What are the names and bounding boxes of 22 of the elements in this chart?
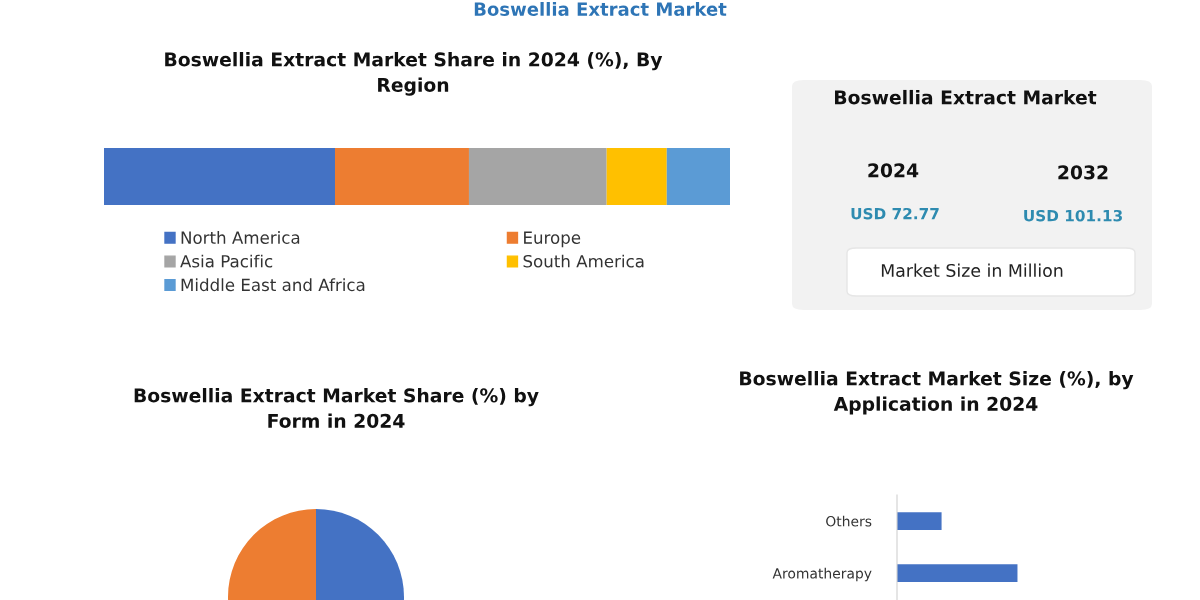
legend-label: Europe <box>524 231 581 248</box>
legend-label: Asia Pacific <box>180 254 273 268</box>
legend-label: South America <box>523 254 644 268</box>
bar <box>666 148 730 205</box>
y-tick-label: Others <box>826 515 872 527</box>
y-tick-label: Aromatherapy <box>772 567 872 582</box>
bar <box>606 148 667 205</box>
chart-title: Boswellia Extract Market Share in 2024 (%), By Region <box>165 52 663 96</box>
text: USD 101.13 <box>1024 209 1122 222</box>
chart-title: Boswellia Extract Market Share (%) by Form in 2024 <box>134 388 539 428</box>
text: 2032 <box>1058 165 1108 180</box>
text: Boswellia Extract Market <box>835 89 1097 105</box>
text: Boswellia Extract Market <box>474 2 727 16</box>
legend-label: Middle East and Africa <box>181 278 365 292</box>
chart-title: Boswellia Extract Market Size (%), by Application in 2024 <box>740 371 1134 415</box>
text: 2024 <box>868 163 919 178</box>
bar <box>104 148 335 205</box>
bar <box>468 148 607 205</box>
text: Market Size in Million <box>881 263 1063 278</box>
text: USD 72.77 <box>851 207 939 220</box>
bar <box>334 148 469 205</box>
legend-label: North America <box>181 231 300 244</box>
